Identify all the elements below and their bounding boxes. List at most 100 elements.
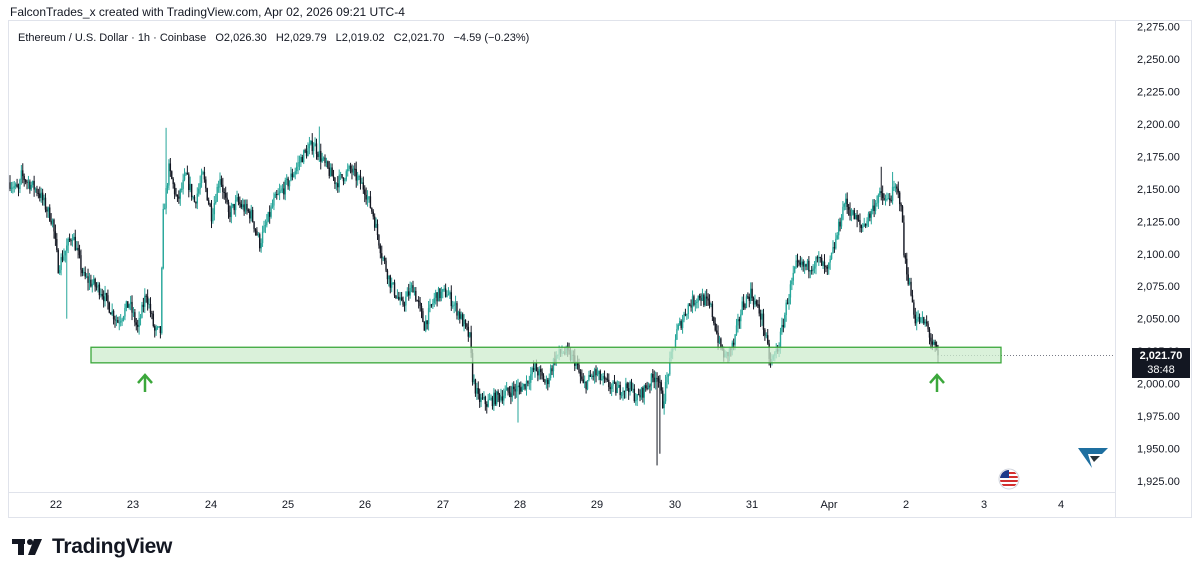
candle-body <box>581 376 583 380</box>
candle-body <box>618 384 620 388</box>
candle-body <box>436 292 438 302</box>
candle-body <box>234 199 237 211</box>
candle-body <box>884 199 887 201</box>
candle-body <box>399 297 401 300</box>
candle-body <box>408 291 410 296</box>
candle-body <box>551 368 553 372</box>
candle-body <box>514 389 516 392</box>
candle-body <box>583 382 586 384</box>
candle-body <box>348 165 350 170</box>
candle-body <box>688 304 691 306</box>
candle-body <box>100 293 102 296</box>
candle-body <box>244 203 247 212</box>
candle-body <box>19 179 21 190</box>
x-tick-label: 24 <box>205 499 217 511</box>
candle-body <box>896 186 898 189</box>
candle-body <box>836 235 838 239</box>
candle-body <box>329 167 332 176</box>
candle-body <box>867 213 870 221</box>
candle-body <box>125 301 128 309</box>
candle-body <box>442 289 444 292</box>
candle-body <box>515 385 518 392</box>
candle-body <box>215 201 217 204</box>
candle-body <box>149 303 152 313</box>
candle-body <box>592 375 594 377</box>
candle-body <box>647 385 650 389</box>
candle-body <box>224 193 227 198</box>
tradingview-brand[interactable]: TradingView <box>12 535 172 559</box>
candle-body <box>829 258 831 263</box>
candle-body <box>318 150 321 158</box>
candle-body <box>456 303 458 316</box>
candle-body <box>270 207 272 217</box>
candle-body <box>511 386 514 398</box>
candle-body <box>410 285 413 289</box>
candle-body <box>815 257 817 267</box>
candle-body <box>152 313 155 327</box>
candle-body <box>751 288 753 299</box>
candle-body <box>706 296 708 299</box>
candle-body <box>792 272 794 281</box>
candle-body <box>666 376 668 383</box>
candle-body <box>422 311 424 322</box>
open-value: O2,026.30 <box>215 32 267 44</box>
candle-body <box>102 296 105 302</box>
candle-body <box>917 316 919 319</box>
candle-body <box>434 292 437 298</box>
candle-body <box>403 304 406 306</box>
candle-body <box>395 295 397 298</box>
chart-frame <box>8 20 1192 518</box>
candle-body <box>405 296 407 306</box>
candle-body <box>498 394 501 401</box>
candle-body <box>537 371 539 376</box>
candle-body <box>914 314 916 324</box>
candle-body <box>795 260 797 268</box>
candle-body <box>887 198 890 200</box>
candle-body <box>427 307 430 325</box>
last-price: 2,021.70 <box>1139 350 1183 362</box>
candle-body <box>393 282 396 296</box>
candle-body <box>402 300 404 305</box>
candle-body <box>894 186 897 188</box>
candle-body <box>310 140 312 145</box>
candle-body <box>355 169 357 181</box>
candle-body <box>183 174 186 180</box>
candle-body <box>20 170 23 180</box>
candle-body <box>880 191 882 194</box>
candle-body <box>37 192 40 194</box>
candle-body <box>189 184 191 191</box>
candle-body <box>846 198 848 207</box>
candle-body <box>599 371 601 380</box>
candle-body <box>906 258 908 275</box>
candle-body <box>331 167 333 177</box>
candle-body <box>195 202 197 204</box>
candle-body <box>633 388 636 401</box>
candle-body <box>598 371 600 375</box>
candle-body <box>301 157 304 163</box>
candle-body <box>525 380 528 390</box>
candle-body <box>802 261 804 267</box>
candle-body <box>615 382 617 393</box>
candle-body <box>477 388 479 394</box>
y-tick-label: 2,200.00 <box>1137 119 1180 131</box>
candle-body <box>447 294 450 296</box>
candle-body <box>632 388 634 390</box>
candle-body <box>832 247 834 253</box>
candle-body <box>698 295 701 298</box>
candle-body <box>593 369 596 377</box>
candle-body <box>129 301 132 305</box>
candle-body <box>440 291 443 299</box>
candle-body <box>907 274 909 285</box>
candle-body <box>388 275 390 280</box>
us-flag-icon[interactable] <box>998 468 1020 490</box>
candle-body <box>60 257 62 270</box>
candle-body <box>527 380 529 384</box>
candle-body <box>146 296 149 305</box>
candle-body <box>98 284 101 296</box>
candle-body <box>757 304 759 306</box>
candle-body <box>872 205 874 211</box>
symbol-label[interactable]: Ethereum / U.S. Dollar · 1h · Coinbase <box>18 32 207 44</box>
candle-body <box>12 187 14 189</box>
candle-body <box>222 184 224 193</box>
